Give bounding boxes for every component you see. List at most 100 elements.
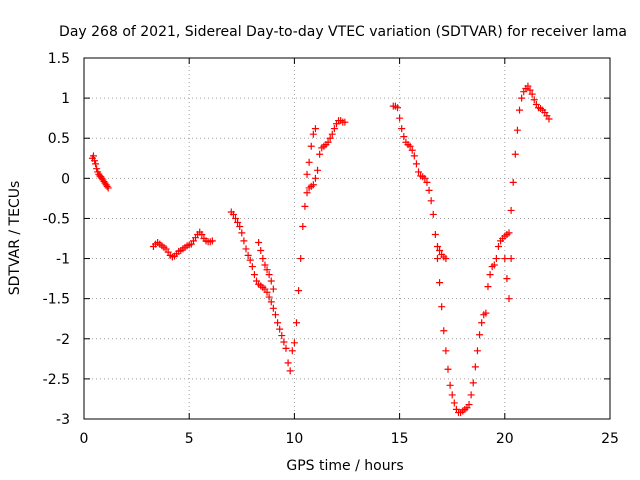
data-point	[518, 94, 526, 102]
x-tick-label: 10	[285, 431, 303, 447]
data-point	[507, 255, 515, 263]
data-point	[326, 134, 334, 142]
data-point	[271, 311, 279, 319]
data-point	[509, 178, 517, 186]
y-tick-label: -0.5	[43, 211, 70, 227]
data-point	[103, 182, 111, 190]
data-point	[501, 255, 509, 263]
data-point	[524, 82, 532, 90]
data-point	[311, 125, 319, 133]
data-point	[234, 218, 242, 226]
data-point	[505, 295, 513, 303]
data-point	[545, 115, 553, 123]
data-point	[208, 237, 216, 245]
data-point	[286, 367, 294, 375]
data-point	[267, 298, 275, 306]
data-point	[400, 133, 408, 141]
data-point	[490, 261, 498, 269]
data-point	[314, 166, 322, 174]
chart-title: Day 268 of 2021, Sidereal Day-to-day VTE…	[59, 24, 627, 40]
data-point	[442, 255, 450, 263]
data-point	[450, 399, 458, 407]
series-points	[88, 82, 553, 417]
data-point	[238, 229, 246, 237]
data-point	[516, 106, 524, 114]
data-point	[429, 210, 437, 218]
data-point	[330, 125, 338, 133]
data-point	[244, 251, 252, 259]
data-point	[446, 381, 454, 389]
x-tick-label: 25	[601, 431, 619, 447]
data-point	[438, 303, 446, 311]
data-point	[433, 255, 441, 263]
data-point	[412, 160, 420, 168]
data-point	[299, 222, 307, 230]
data-point	[257, 247, 265, 255]
y-tick-label: 1.5	[48, 51, 70, 67]
y-tick-label: 0.5	[48, 131, 70, 147]
data-point	[393, 104, 401, 112]
data-point	[265, 293, 273, 301]
data-point	[305, 158, 313, 166]
data-point	[425, 186, 433, 194]
data-point	[465, 401, 473, 409]
data-point	[274, 319, 282, 327]
data-point	[328, 130, 336, 138]
data-point	[492, 255, 500, 263]
x-tick-label: 15	[391, 431, 409, 447]
y-tick-label: -2.5	[43, 372, 70, 388]
x-axis-label: GPS time / hours	[286, 458, 403, 474]
x-tick-labels: 0 5 10 15 20 25	[80, 431, 619, 447]
data-point	[280, 338, 288, 346]
data-point	[503, 275, 511, 283]
data-point	[436, 247, 444, 255]
data-point	[415, 168, 423, 176]
data-point	[436, 279, 444, 287]
data-point	[421, 174, 429, 182]
y-tick-label: -1.5	[43, 292, 70, 308]
data-point	[507, 206, 515, 214]
data-point	[229, 210, 237, 218]
y-tick-label: 1	[61, 91, 70, 107]
data-point	[295, 287, 303, 295]
data-point	[505, 229, 513, 237]
data-point	[259, 255, 267, 263]
data-point	[284, 359, 292, 367]
data-point	[104, 184, 112, 192]
data-point	[486, 271, 494, 279]
data-point	[309, 181, 317, 189]
data-point	[341, 118, 349, 126]
data-point	[309, 130, 317, 138]
y-tick-label: -1	[56, 252, 70, 268]
data-point	[93, 165, 101, 173]
plot-frame	[83, 57, 611, 420]
x-tick-label: 20	[496, 431, 514, 447]
data-point	[311, 174, 319, 182]
data-point	[231, 214, 239, 222]
data-point	[198, 230, 206, 238]
data-point	[324, 138, 332, 146]
data-point	[263, 266, 271, 274]
data-point	[431, 230, 439, 238]
data-point	[290, 339, 298, 347]
data-point	[307, 142, 315, 150]
data-point	[282, 344, 290, 352]
data-point	[526, 86, 534, 94]
data-point	[396, 114, 404, 122]
data-point	[427, 197, 435, 205]
data-point	[265, 271, 273, 279]
data-point	[406, 142, 414, 150]
data-point	[246, 256, 254, 264]
data-point	[476, 331, 484, 339]
data-point	[448, 391, 456, 399]
data-point	[240, 237, 248, 245]
data-point	[442, 347, 450, 355]
data-point	[440, 327, 448, 335]
y-tick-label: 0	[61, 171, 70, 187]
data-point	[513, 126, 521, 134]
data-point	[473, 347, 481, 355]
data-point	[278, 332, 286, 340]
data-point	[276, 325, 284, 333]
